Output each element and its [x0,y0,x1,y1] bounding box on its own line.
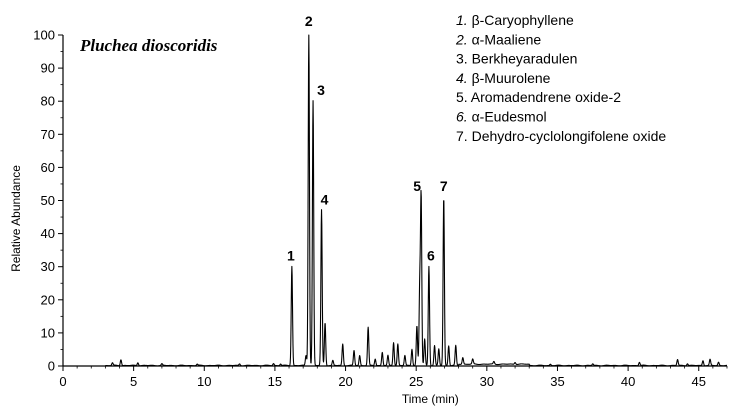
x-tick-label: 30 [480,374,494,389]
y-tick-label: 30 [41,259,55,274]
legend-number: 7. [456,128,472,144]
legend-number: 3. [456,51,472,67]
legend-compound-name: Dehydro-cyclolongifolene oxide [472,128,667,144]
peak-labels: 1 2 3 4 5 6 7 [287,13,448,264]
legend-number: 5. [456,89,471,105]
legend-number: 6. [456,109,472,125]
y-tick-label: 0 [48,359,55,374]
peak-label: 5 [413,178,421,194]
legend-entry: 2. α-Maaliene [455,31,541,47]
legend-entry: 5. Aromadendrene oxide-2 [456,89,621,105]
axes [62,35,727,367]
y-axis-title: Relative Abundance [9,165,23,272]
y-tick-label: 40 [41,226,55,241]
x-tick-label: 0 [59,374,66,389]
y-tick-label: 50 [41,193,55,208]
y-tick-label: 100 [33,28,55,43]
peak-label: 7 [440,178,448,194]
y-tick-label: 10 [41,325,55,340]
chart-title: Pluchea dioscoridis [79,36,218,55]
x-tick-label: 5 [130,374,137,389]
legend-number: 4. [456,70,472,86]
x-tick-label: 25 [409,374,423,389]
peak-label: 2 [305,13,313,29]
y-tick-label: 70 [41,127,55,142]
y-tick-label: 80 [41,94,55,109]
x-tick-label: 15 [268,374,282,389]
legend-compound-name: β-Caryophyllene [472,12,574,28]
legend-compound-name: α-Eudesmol [472,109,547,125]
x-ticks: 0 5 10 15 20 25 30 35 40 45 [59,366,728,389]
peak-label: 4 [321,191,329,207]
y-tick-label: 60 [41,160,55,175]
legend-entry: 7. Dehydro-cyclolongifolene oxide [456,128,666,144]
legend-entry: 1. β-Caryophyllene [456,12,574,28]
legend-entry: 3. Berkheyaradulen [456,51,577,67]
legend-number: 2. [455,31,472,47]
x-tick-label: 35 [550,374,564,389]
legend-compound-name: Aromadendrene oxide-2 [471,89,621,105]
legend-number: 1. [456,12,472,28]
x-tick-label: 40 [621,374,635,389]
legend-compound-name: Berkheyaradulen [472,51,578,67]
legend-compound-name: β-Muurolene [472,70,551,86]
chromatogram-trace [105,34,728,367]
y-ticks: 0 10 20 30 40 50 60 70 80 90 100 [33,28,63,374]
y-tick-label: 20 [41,292,55,307]
x-tick-label: 45 [692,374,706,389]
legend-entry: 6. α-Eudesmol [456,109,547,125]
x-axis-title: Time (min) [402,392,459,406]
peak-label: 3 [317,82,325,98]
peak-label: 6 [427,248,435,264]
y-tick-label: 90 [41,61,55,76]
legend-compound-name: α-Maaliene [472,31,542,47]
peak-label: 1 [287,248,295,264]
x-tick-label: 20 [338,374,352,389]
legend-entry: 4. β-Muurolene [456,70,551,86]
x-tick-label: 10 [197,374,211,389]
